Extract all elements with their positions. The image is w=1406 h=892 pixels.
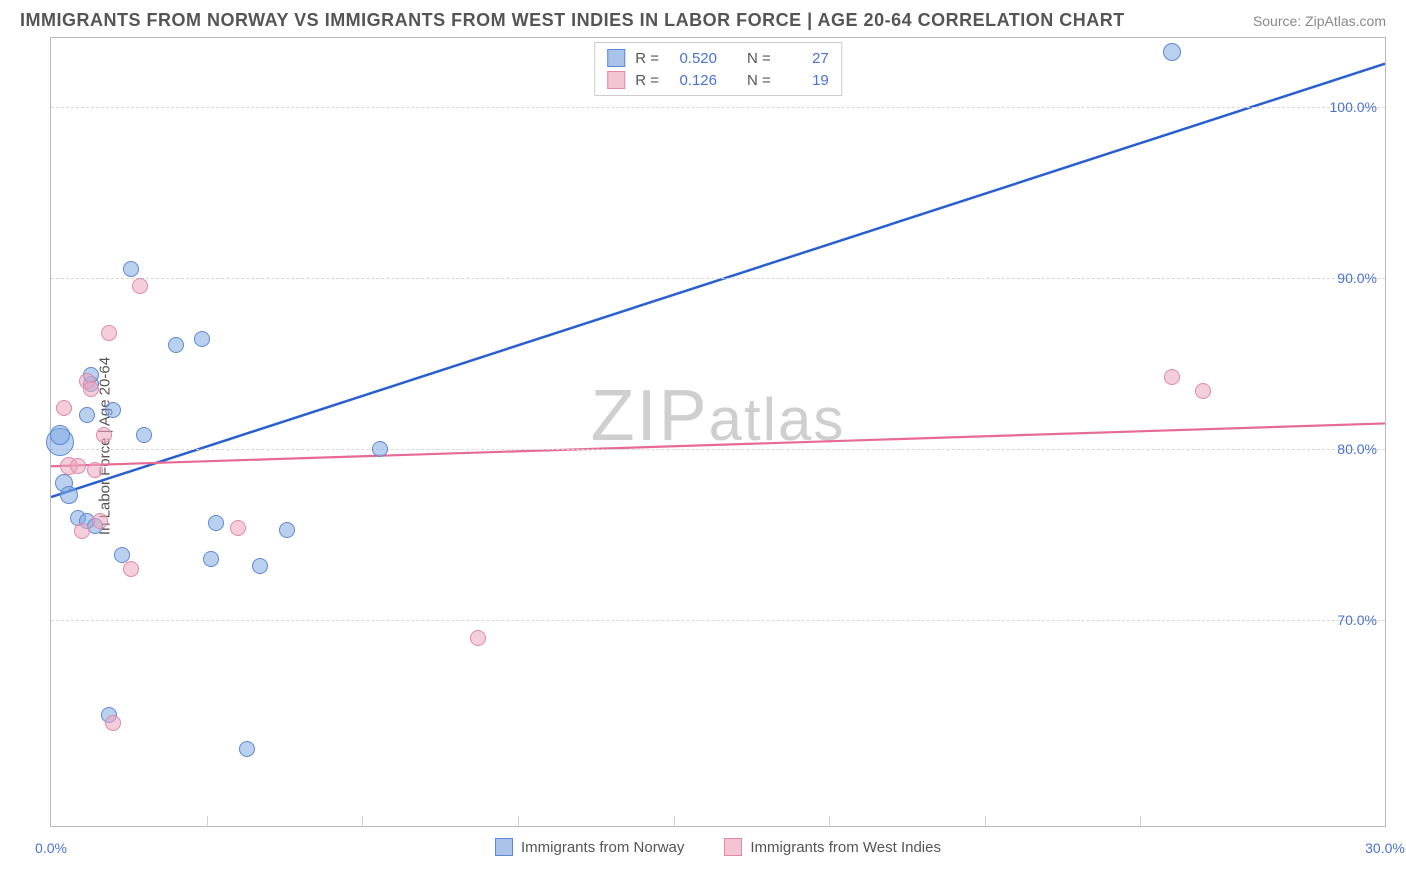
scatter-point — [132, 278, 148, 294]
scatter-point — [168, 337, 184, 353]
legend-correlation: R = 0.520 N = 27 R = 0.126 N = 19 — [594, 42, 842, 96]
n-label: N = — [747, 72, 771, 89]
legend-row: R = 0.520 N = 27 — [607, 47, 829, 69]
n-label: N = — [747, 50, 771, 67]
r-value: 0.126 — [669, 72, 717, 89]
scatter-point — [230, 520, 246, 536]
y-tick-label: 90.0% — [1337, 270, 1377, 286]
x-tick-label: 0.0% — [35, 840, 67, 856]
r-label: R = — [635, 50, 659, 67]
gridline-h — [51, 449, 1385, 450]
scatter-point — [1164, 369, 1180, 385]
scatter-point — [470, 630, 486, 646]
scatter-point — [74, 523, 90, 539]
scatter-point — [279, 522, 295, 538]
y-tick-label: 80.0% — [1337, 441, 1377, 457]
gridline-h — [51, 107, 1385, 108]
scatter-point — [372, 441, 388, 457]
scatter-point — [60, 486, 78, 504]
scatter-point — [208, 515, 224, 531]
legend-swatch — [607, 49, 625, 67]
r-label: R = — [635, 72, 659, 89]
trend-lines — [51, 38, 1385, 826]
scatter-point — [194, 331, 210, 347]
chart-header: IMMIGRANTS FROM NORWAY VS IMMIGRANTS FRO… — [0, 0, 1406, 37]
scatter-chart: ZIPatlas R = 0.520 N = 27 R = 0.126 N = … — [50, 37, 1386, 827]
scatter-point — [92, 513, 108, 529]
scatter-point — [50, 425, 70, 445]
scatter-point — [96, 427, 112, 443]
legend-series: Immigrants from Norway Immigrants from W… — [495, 838, 941, 856]
scatter-point — [123, 261, 139, 277]
gridline-h — [51, 278, 1385, 279]
scatter-point — [105, 402, 121, 418]
legend-item: Immigrants from West Indies — [724, 838, 941, 856]
source-label: Source: ZipAtlas.com — [1253, 13, 1386, 29]
scatter-point — [136, 427, 152, 443]
legend-swatch — [607, 71, 625, 89]
r-value: 0.520 — [669, 50, 717, 67]
legend-row: R = 0.126 N = 19 — [607, 69, 829, 91]
scatter-point — [83, 381, 99, 397]
x-tick-label: 30.0% — [1365, 840, 1405, 856]
chart-title: IMMIGRANTS FROM NORWAY VS IMMIGRANTS FRO… — [20, 10, 1125, 31]
scatter-point — [1163, 43, 1181, 61]
legend-swatch — [724, 838, 742, 856]
x-tick-mark — [518, 816, 519, 826]
x-tick-mark — [362, 816, 363, 826]
scatter-point — [87, 462, 103, 478]
x-tick-mark — [829, 816, 830, 826]
y-tick-label: 70.0% — [1337, 612, 1377, 628]
legend-swatch — [495, 838, 513, 856]
n-value: 19 — [781, 72, 829, 89]
scatter-point — [79, 407, 95, 423]
y-tick-label: 100.0% — [1330, 99, 1377, 115]
scatter-point — [239, 741, 255, 757]
scatter-point — [105, 715, 121, 731]
scatter-point — [1195, 383, 1211, 399]
watermark: ZIPatlas — [591, 375, 846, 457]
scatter-point — [56, 400, 72, 416]
scatter-point — [252, 558, 268, 574]
gridline-h — [51, 620, 1385, 621]
x-tick-mark — [207, 816, 208, 826]
legend-label: Immigrants from West Indies — [750, 839, 941, 856]
x-tick-mark — [674, 816, 675, 826]
scatter-point — [203, 551, 219, 567]
legend-item: Immigrants from Norway — [495, 838, 684, 856]
scatter-point — [123, 561, 139, 577]
legend-label: Immigrants from Norway — [521, 839, 684, 856]
scatter-point — [70, 458, 86, 474]
x-tick-mark — [985, 816, 986, 826]
n-value: 27 — [781, 50, 829, 67]
scatter-point — [101, 325, 117, 341]
x-tick-mark — [1140, 816, 1141, 826]
